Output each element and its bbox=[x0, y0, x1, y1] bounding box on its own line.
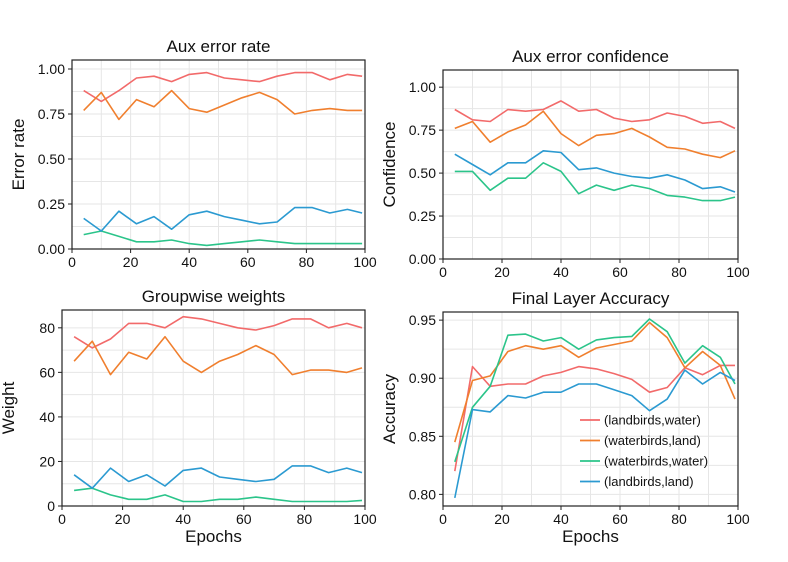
series-line-waterbirds-water bbox=[74, 487, 363, 503]
y-tick-label: 0.85 bbox=[409, 428, 436, 444]
x-axis-label: Epochs bbox=[562, 527, 619, 546]
x-tick-label: 40 bbox=[175, 511, 191, 527]
y-tick-label: 0.50 bbox=[409, 165, 436, 181]
chart-aux_error_confidence: 0 20 40 60 80 100 0.00 0.25 0.50 0.75 1.00 Aux erro… bbox=[380, 47, 750, 280]
x-tick-label: 100 bbox=[353, 254, 377, 270]
chart-title: Final Layer Accuracy bbox=[512, 289, 670, 308]
x-tick-label: 0 bbox=[439, 511, 447, 527]
y-tick-label: 0.75 bbox=[409, 122, 436, 138]
y-tick-label: 60 bbox=[39, 364, 55, 380]
y-axis-label: Weight bbox=[0, 381, 18, 434]
chart-title: Aux error rate bbox=[167, 37, 271, 56]
y-tick-label: 0.95 bbox=[409, 312, 436, 328]
y-tick-label: 0.50 bbox=[38, 151, 65, 167]
chart-title: Groupwise weights bbox=[142, 287, 286, 306]
y-tick-label: 0.25 bbox=[38, 196, 65, 212]
y-tick-label: 0.80 bbox=[409, 486, 436, 502]
axes-frame bbox=[442, 311, 739, 507]
y-tick-label: 40 bbox=[39, 409, 55, 425]
x-tick-label: 60 bbox=[612, 511, 628, 527]
series-line-landbirds-water bbox=[454, 100, 736, 130]
series-line-waterbirds-land bbox=[454, 110, 736, 159]
x-tick-label: 60 bbox=[240, 254, 256, 270]
series-line-waterbirds-land bbox=[454, 321, 736, 443]
y-axis-label: Accuracy bbox=[380, 374, 399, 444]
y-tick-label: 1.00 bbox=[38, 61, 65, 77]
series-line-landbirds-land bbox=[73, 465, 363, 490]
chart-final_layer_accuracy: 0 20 40 60 80 100 0.80 0.85 0.90 0.95 Final Layer … bbox=[380, 289, 750, 546]
series-line-landbirds-water bbox=[73, 315, 363, 349]
y-tick-label: 0 bbox=[47, 498, 55, 514]
x-tick-label: 100 bbox=[726, 264, 750, 280]
series-line-landbirds-land bbox=[454, 369, 736, 499]
y-tick-label: 0.00 bbox=[38, 241, 65, 257]
series-line-landbirds-water bbox=[83, 71, 363, 103]
x-tick-label: 20 bbox=[494, 511, 510, 527]
x-tick-label: 40 bbox=[181, 254, 197, 270]
x-tick-label: 20 bbox=[115, 511, 131, 527]
y-tick-label: 80 bbox=[39, 320, 55, 336]
x-tick-label: 0 bbox=[58, 511, 66, 527]
legend-label: (waterbirds,water) bbox=[604, 454, 708, 469]
chart-title: Aux error confidence bbox=[512, 47, 669, 66]
x-tick-label: 0 bbox=[68, 254, 76, 270]
x-tick-label: 40 bbox=[553, 264, 569, 280]
series-line-waterbirds-land bbox=[83, 89, 363, 121]
x-tick-label: 80 bbox=[671, 511, 687, 527]
y-tick-label: 1.00 bbox=[409, 79, 436, 95]
axes-frame bbox=[71, 59, 366, 250]
y-tick-label: 0.90 bbox=[409, 370, 436, 386]
legend-label: (waterbirds,land) bbox=[604, 433, 701, 448]
x-axis-label: Epochs bbox=[185, 527, 242, 546]
axes-frame bbox=[442, 69, 739, 260]
x-tick-label: 100 bbox=[726, 511, 750, 527]
x-tick-label: 20 bbox=[494, 264, 510, 280]
chart-aux_error_rate: 0 20 40 60 80 100 0.00 0.25 0.50 0.75 1.00 Aux erro… bbox=[9, 37, 377, 270]
y-tick-label: 0.25 bbox=[409, 208, 436, 224]
x-tick-label: 80 bbox=[299, 254, 315, 270]
series-line-waterbirds-water bbox=[454, 162, 736, 202]
series-line-landbirds-water bbox=[454, 364, 735, 472]
series-line-landbirds-land bbox=[454, 150, 736, 193]
chart-groupwise_weights: 0 20 40 60 80 100 0 20 40 60 80 Groupwise weights We… bbox=[0, 287, 377, 546]
y-axis-label: Error rate bbox=[9, 119, 28, 191]
legend-label: (landbirds,land) bbox=[604, 474, 694, 489]
x-tick-label: 80 bbox=[297, 511, 313, 527]
legend: (landbirds,water) (waterbirds,land) (water… bbox=[580, 413, 708, 489]
y-tick-label: 0.00 bbox=[409, 251, 436, 267]
legend-label: (landbirds,water) bbox=[604, 413, 701, 428]
x-tick-label: 20 bbox=[123, 254, 139, 270]
x-tick-label: 60 bbox=[236, 511, 252, 527]
axes-frame bbox=[61, 309, 366, 507]
series-line-waterbirds-land bbox=[73, 335, 363, 376]
y-axis-label: Confidence bbox=[380, 121, 399, 207]
x-tick-label: 0 bbox=[439, 264, 447, 280]
series-line-waterbirds-water bbox=[454, 318, 736, 463]
series-line-landbirds-land bbox=[83, 206, 363, 232]
x-tick-label: 60 bbox=[612, 264, 628, 280]
x-tick-label: 100 bbox=[353, 511, 377, 527]
x-tick-label: 40 bbox=[553, 511, 569, 527]
x-tick-label: 80 bbox=[671, 264, 687, 280]
series-line-waterbirds-water bbox=[83, 230, 363, 247]
y-tick-label: 20 bbox=[39, 453, 55, 469]
y-tick-label: 0.75 bbox=[38, 106, 65, 122]
